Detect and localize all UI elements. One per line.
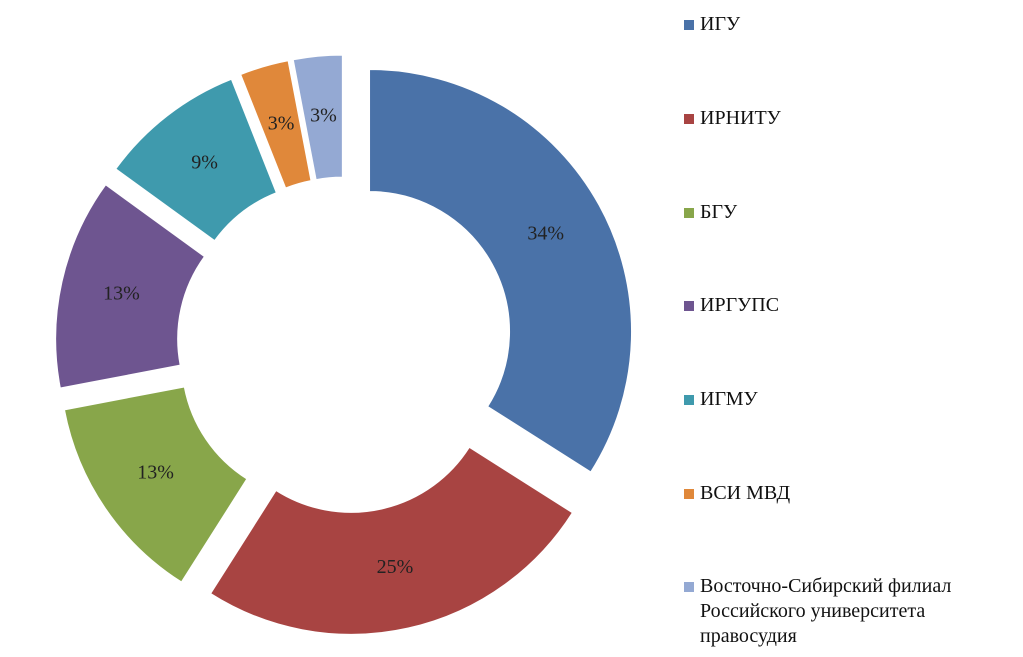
legend-swatch <box>684 301 694 311</box>
slice <box>240 60 312 189</box>
legend-label: ИРНИТУ <box>700 107 781 129</box>
legend-item: ИГУ <box>684 12 1018 37</box>
slice <box>292 54 343 181</box>
data-label: 3% <box>310 105 337 127</box>
legend-label: ИГМУ <box>700 388 758 410</box>
legend-item: ВСИ МВД <box>684 481 1018 506</box>
slice <box>115 78 277 242</box>
legend-item: БГУ <box>684 200 1018 225</box>
slice <box>55 184 206 389</box>
legend-label: ИРГУПС <box>700 294 780 316</box>
legend-item: Восточно-Сибирский филиал Российского ун… <box>684 574 1018 649</box>
slice <box>369 69 633 473</box>
data-label: 25% <box>377 556 414 578</box>
legend-swatch <box>684 114 694 124</box>
legend-swatch <box>684 582 694 592</box>
legend-item: ИРГУПС <box>684 293 1018 318</box>
legend-swatch <box>684 20 694 30</box>
legend-label: ИГУ <box>700 13 741 35</box>
data-label: 13% <box>103 283 140 305</box>
legend-item: ИРНИТУ <box>684 106 1018 131</box>
legend-label: ВСИ МВД <box>700 482 791 504</box>
legend-label: БГУ <box>700 201 738 223</box>
data-label: 3% <box>268 113 295 135</box>
slice <box>63 386 248 583</box>
slice <box>210 446 574 635</box>
data-label: 34% <box>527 222 564 244</box>
legend-label: Восточно-Сибирский филиал Российского ун… <box>700 575 952 647</box>
legend-item: ИГМУ <box>684 387 1018 412</box>
legend-swatch <box>684 208 694 218</box>
legend-swatch <box>684 489 694 499</box>
legend: ИГУ ИРНИТУ БГУ ИРГУПС ИГМУ ВСИ МВД Восточно-Си… <box>684 0 1023 657</box>
legend-swatch <box>684 395 694 405</box>
data-label: 9% <box>191 152 218 174</box>
data-label: 13% <box>137 461 174 483</box>
chart: 34% 25% 13% 13% 9% 3% 3% <box>55 54 633 635</box>
